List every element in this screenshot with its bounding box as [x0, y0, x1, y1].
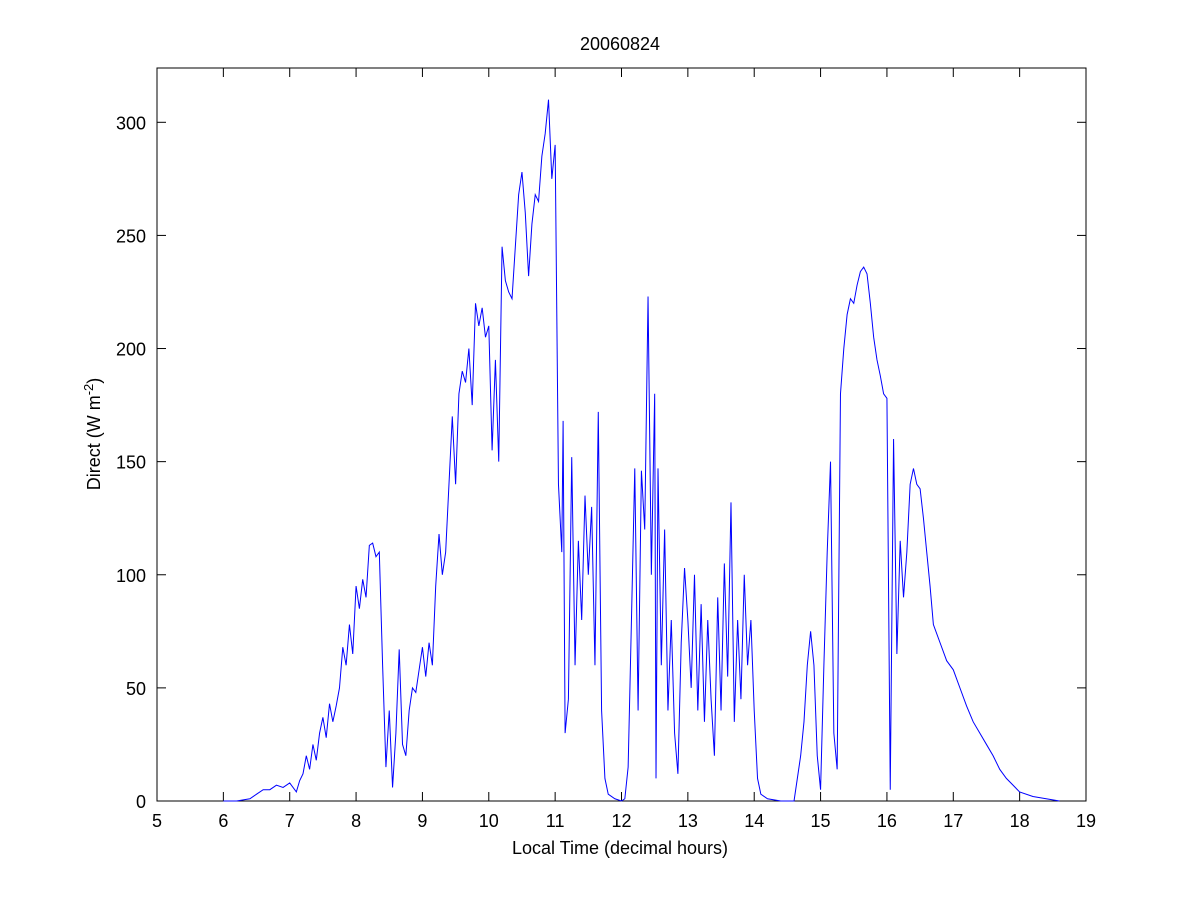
x-tick-label: 14 — [744, 811, 764, 831]
x-tick-label: 11 — [546, 811, 565, 831]
y-tick-label: 50 — [126, 679, 146, 699]
x-tick-label: 18 — [1010, 811, 1030, 831]
x-tick-label: 7 — [285, 811, 295, 831]
x-tick-label: 19 — [1076, 811, 1096, 831]
x-tick-label: 6 — [218, 811, 228, 831]
x-tick-label: 8 — [351, 811, 361, 831]
y-tick-label: 150 — [116, 453, 146, 473]
y-tick-label: 0 — [136, 792, 146, 812]
y-axis-label: Direct (W m-2) — [81, 378, 105, 491]
chart-title: 20060824 — [580, 34, 660, 54]
y-axis-label-end: ) — [84, 378, 104, 384]
y-tick-label: 250 — [116, 226, 146, 246]
x-tick-label: 13 — [678, 811, 698, 831]
x-tick-label: 10 — [479, 811, 499, 831]
data-line — [223, 99, 1060, 802]
x-axis-label: Local Time (decimal hours) — [512, 838, 728, 858]
y-axis-label-text: Direct (W m — [84, 395, 104, 490]
x-tick-label: 12 — [611, 811, 631, 831]
y-tick-label: 200 — [116, 340, 146, 360]
x-tick-label: 16 — [877, 811, 897, 831]
y-tick-label: 300 — [116, 113, 146, 133]
y-axis-label-exponent: -2 — [81, 384, 96, 396]
x-tick-label: 9 — [417, 811, 427, 831]
x-tick-label: 17 — [943, 811, 963, 831]
x-tick-label: 5 — [152, 811, 162, 831]
x-tick-label: 15 — [811, 811, 831, 831]
y-tick-label: 100 — [116, 566, 146, 586]
